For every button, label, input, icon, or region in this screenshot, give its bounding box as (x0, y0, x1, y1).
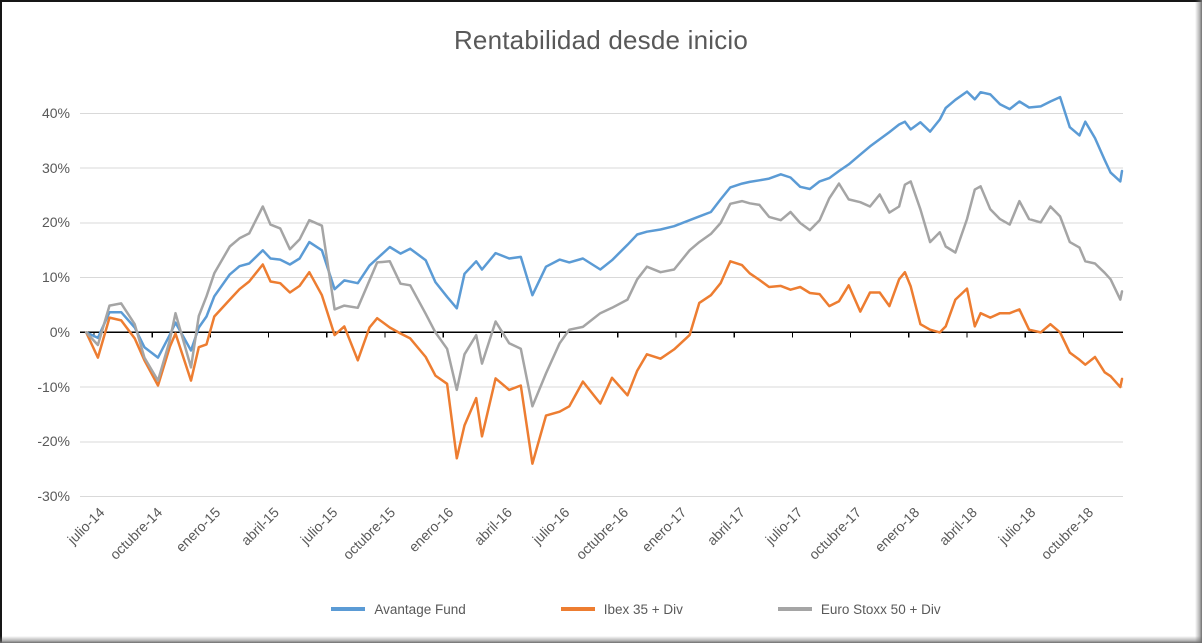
series-line-ibex-35-div (84, 260, 1124, 465)
legend-label: Avantage Fund (374, 601, 466, 617)
window-border-bottom (0, 636, 1202, 643)
series-line-avantage-fund (84, 90, 1124, 359)
window-border-top (0, 0, 1202, 2)
chart-title: Rentabilidad desde inicio (453, 25, 749, 55)
y-axis-label: 0% (49, 323, 70, 340)
y-axis-label: 10% (41, 269, 70, 286)
legend: Avantage Fund Ibex 35 + Div Euro Stoxx 5… (80, 596, 1192, 622)
legend-line-swatch-euro-stoxx-50-div (777, 607, 812, 611)
y-axis-label: -10% (37, 378, 70, 395)
series-line-euro-stoxx-50-div (84, 180, 1124, 408)
legend-line-swatch-avantage-fund (331, 607, 366, 611)
window-border-right (1195, 0, 1202, 643)
legend-item-avantage-fund: Avantage Fund (331, 601, 466, 617)
window-border-left (0, 0, 2, 643)
y-axis-label: 40% (41, 105, 70, 122)
y-axis-label: -20% (37, 433, 70, 450)
y-axis-label: 30% (41, 159, 70, 176)
legend-label: Euro Stoxx 50 + Div (820, 601, 941, 617)
legend-label: Ibex 35 + Div (603, 601, 683, 617)
y-axis-label: -30% (37, 488, 70, 505)
legend-item-euro-stoxx-50-div: Euro Stoxx 50 + Div (777, 601, 941, 617)
legend-line-swatch-ibex-35-div (560, 607, 595, 611)
y-axis-label: 20% (41, 214, 70, 231)
legend-item-ibex-35-div: Ibex 35 + Div (560, 601, 683, 617)
